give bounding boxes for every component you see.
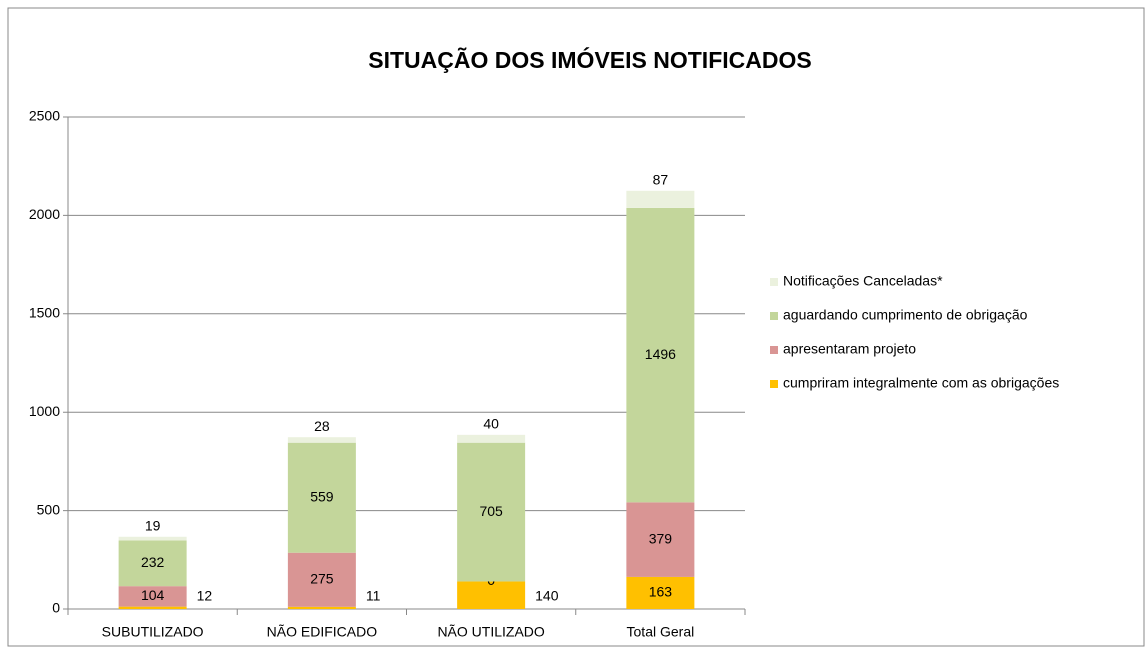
y-tick-label: 0 — [52, 600, 60, 616]
chart-title: SITUAÇÃO DOS IMÓVEIS NOTIFICADOS — [368, 46, 811, 73]
bar-segment — [287, 552, 356, 607]
bar-segment — [118, 536, 187, 541]
bar-segment — [626, 502, 695, 577]
data-label: 705 — [479, 503, 503, 519]
data-label: 28 — [314, 418, 330, 434]
bar-segment — [457, 581, 526, 609]
bar-segment — [287, 606, 356, 609]
y-tick-label: 2000 — [29, 206, 60, 222]
data-label: 163 — [649, 584, 673, 600]
bar-segment — [287, 437, 356, 443]
bar-segment — [118, 606, 187, 609]
x-tick-label: NÃO EDIFICADO — [267, 624, 378, 640]
bar-segment — [118, 586, 187, 607]
legend-swatch — [770, 380, 778, 388]
data-label: 40 — [483, 416, 499, 432]
data-label: 104 — [141, 587, 165, 603]
bar-segment — [457, 442, 526, 582]
bar-segment — [287, 442, 356, 553]
bar-segment — [626, 576, 695, 609]
y-tick-label: 2500 — [29, 108, 60, 124]
legend-swatch — [770, 312, 778, 320]
legend-label: cumpriram integralmente com as obrigaçõe… — [783, 375, 1059, 391]
chart-border — [7, 7, 1145, 647]
y-tick-label: 1000 — [29, 403, 60, 419]
data-label: 87 — [653, 172, 669, 188]
data-label: 232 — [141, 554, 165, 570]
x-tick-label: NÃO UTILIZADO — [437, 624, 544, 640]
legend-swatch — [770, 346, 778, 354]
legend-swatch — [770, 278, 778, 286]
data-label: 12 — [197, 588, 213, 604]
bar-segment — [626, 207, 695, 503]
data-label: 379 — [649, 530, 673, 546]
y-tick-label: 500 — [37, 501, 61, 517]
x-tick-label: SUBUTILIZADO — [102, 624, 204, 640]
bar-segment — [457, 434, 526, 443]
legend-label: aguardando cumprimento de obrigação — [783, 307, 1028, 323]
data-label: 11 — [366, 588, 381, 604]
data-label: 140 — [535, 588, 559, 604]
bar-segment — [118, 540, 187, 587]
legend-label: Notificações Canceladas* — [783, 273, 943, 289]
bar-segment — [626, 190, 695, 208]
y-tick-label: 1500 — [29, 305, 60, 321]
data-label: 19 — [145, 517, 161, 533]
data-label: 275 — [310, 570, 334, 586]
x-tick-label: Total Geral — [627, 624, 695, 640]
data-label: 1496 — [645, 346, 676, 362]
legend-label: apresentaram projeto — [783, 341, 916, 357]
data-label: 559 — [310, 488, 334, 504]
